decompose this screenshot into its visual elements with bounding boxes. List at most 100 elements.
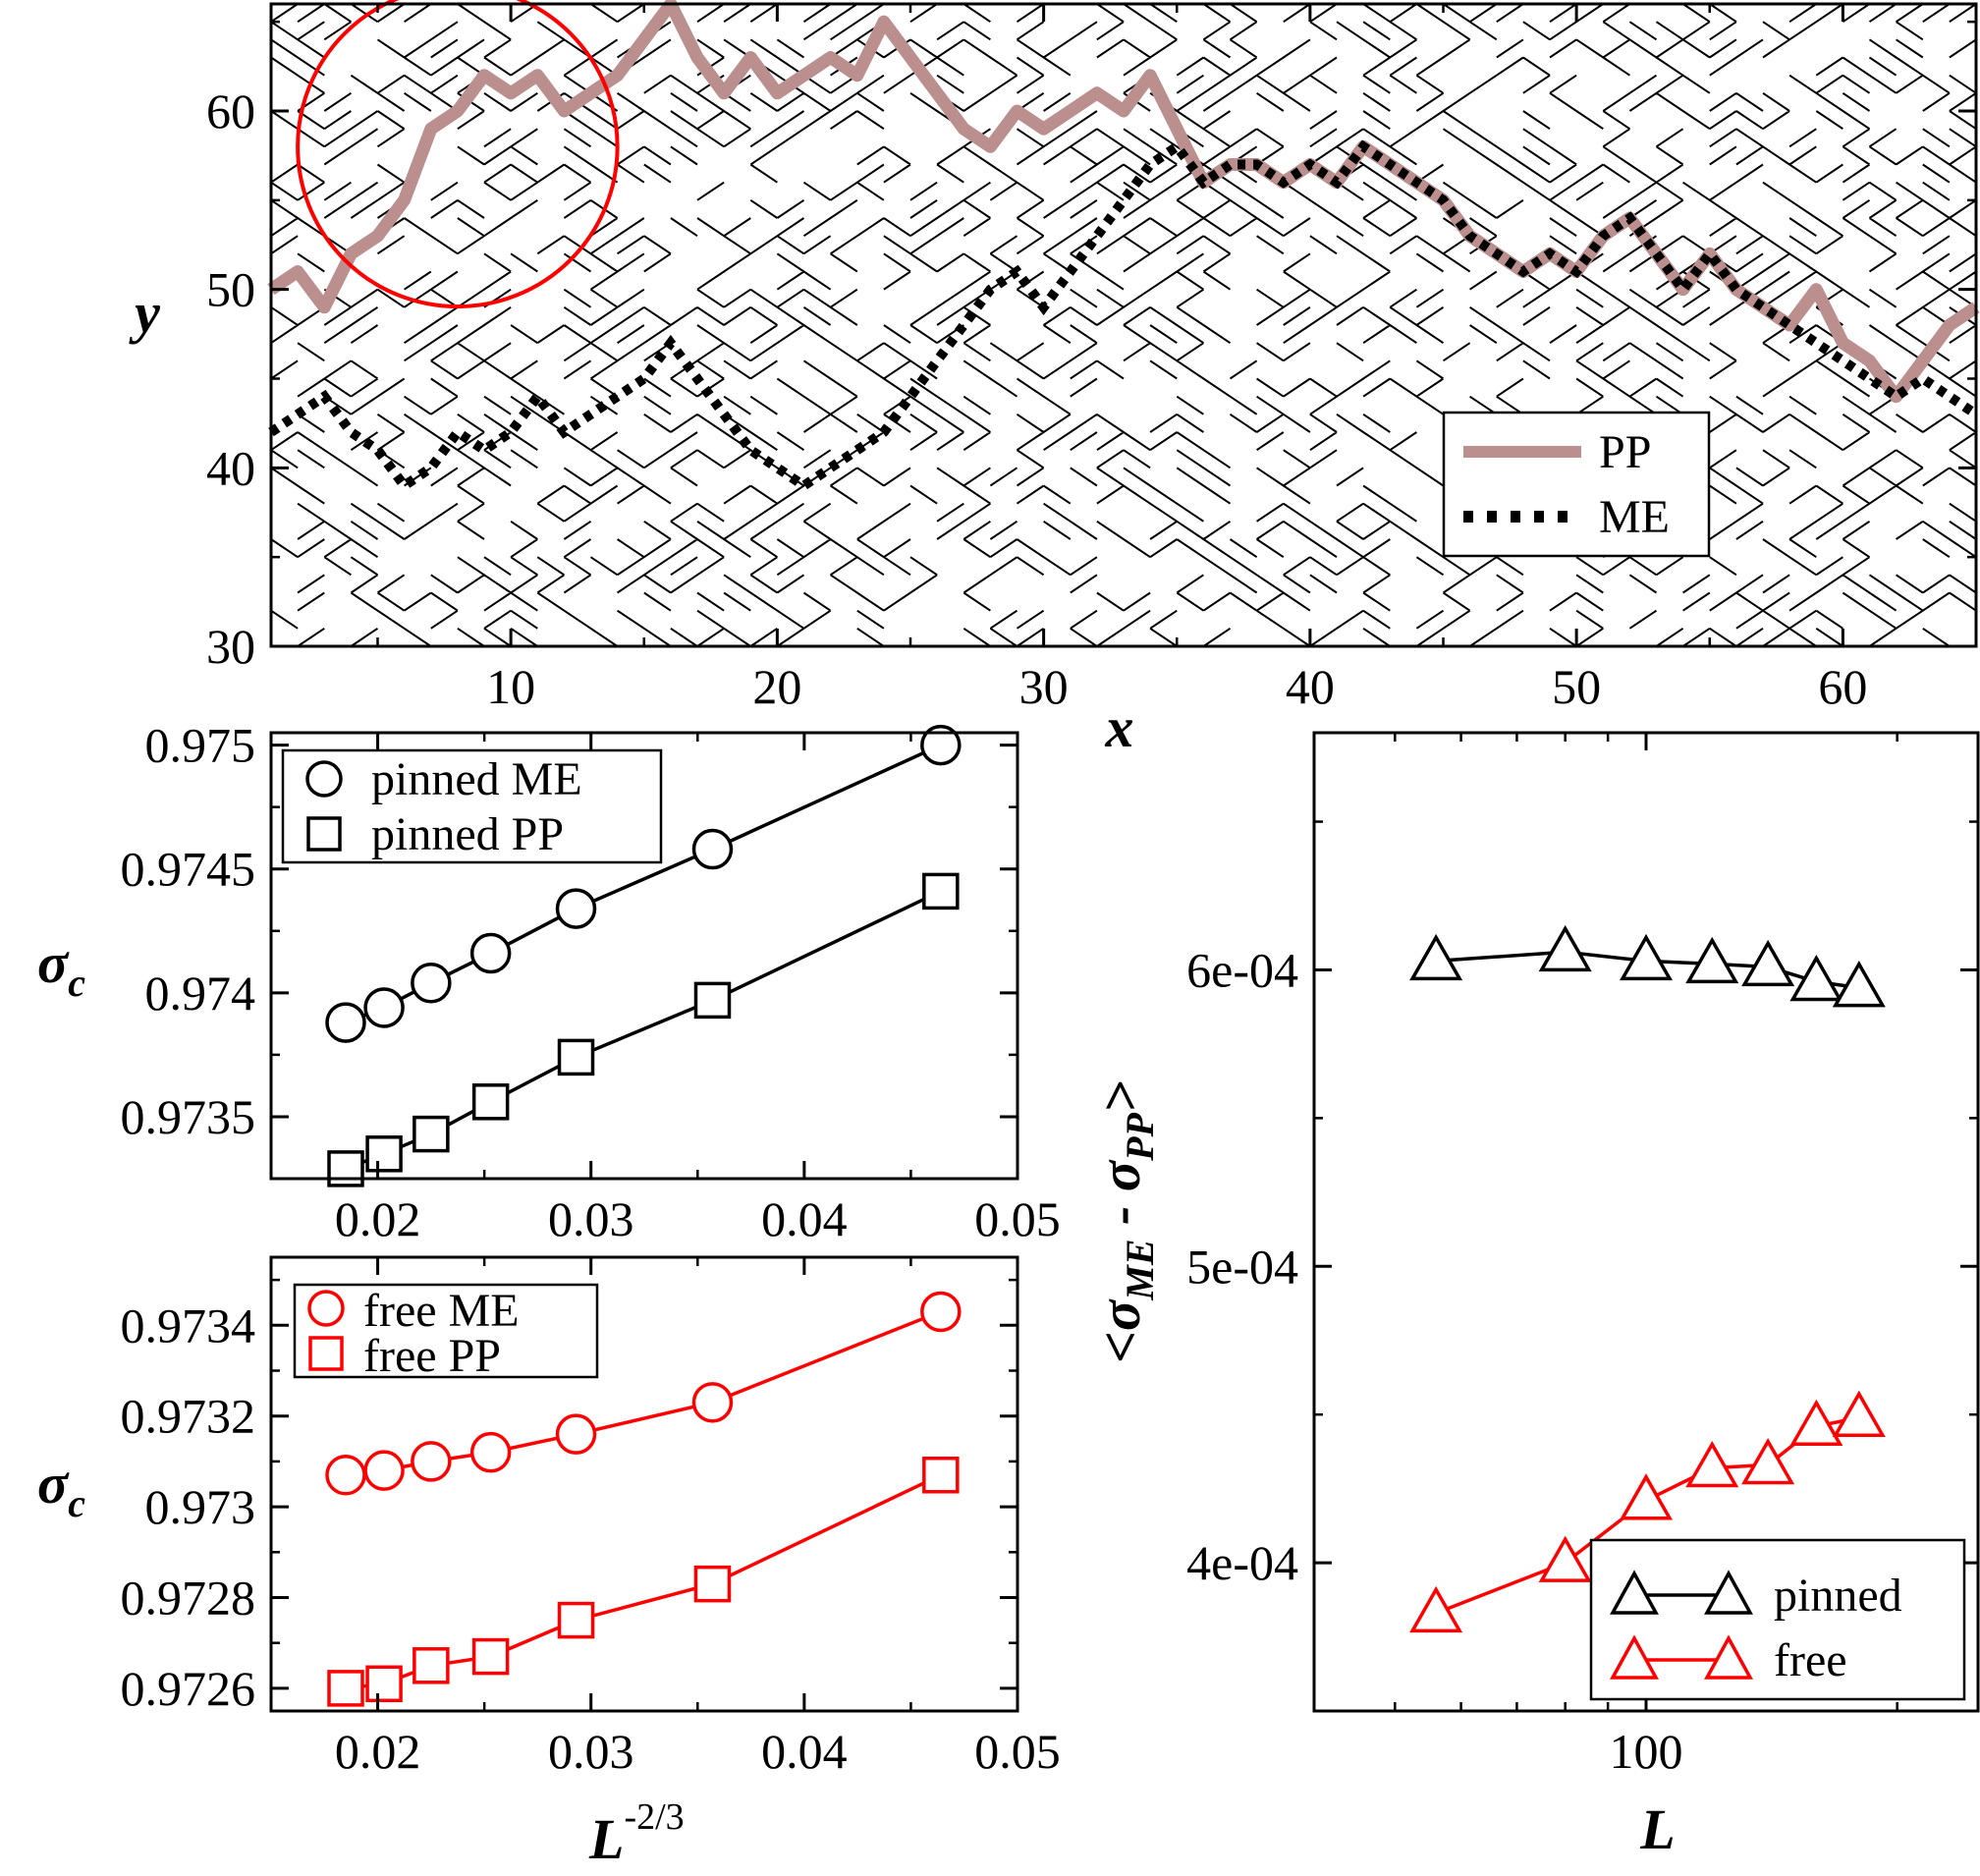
difference-y-axis-open: < — [1088, 1331, 1152, 1363]
data-point-square — [557, 1601, 595, 1639]
data-point-circle — [920, 1291, 962, 1333]
legend-free-pp-marker — [308, 1336, 344, 1371]
me-path-line — [268, 139, 1979, 493]
data-point-square — [471, 1637, 510, 1676]
difference-legend: pinned free — [1589, 1538, 1966, 1701]
pinned-plot-frame — [269, 731, 1019, 1181]
paths-series-layer — [267, 0, 1980, 493]
legend-pinned-triangle-right — [1704, 1570, 1753, 1615]
data-point-circle — [363, 1450, 405, 1491]
data-point-square — [365, 1665, 403, 1703]
data-point-square — [365, 1135, 403, 1173]
data-point-triangle — [1789, 1399, 1843, 1447]
data-point-circle — [555, 888, 597, 929]
pinned-y-axis-symbol: σ — [37, 931, 70, 995]
y-tick-label: 4e-04 — [1186, 1535, 1298, 1590]
x-tick-label: 10 — [486, 659, 535, 714]
paths-y-axis-title: y — [129, 281, 160, 345]
y-tick-label: 50 — [206, 262, 255, 317]
data-point-triangle — [1619, 933, 1674, 981]
x-tick-label: 50 — [1552, 659, 1601, 714]
difference-y-axis-mid: - — [1088, 1191, 1152, 1239]
difference-y-axis-sub2: PP — [1118, 1112, 1162, 1161]
paths-panel: 10 20 30 40 50 60 30 40 50 60 y x PP ME — [129, 0, 1980, 759]
data-point-triangle — [1409, 933, 1463, 981]
legend-pinned-pp-label: pinned PP — [371, 808, 564, 860]
legend-free-label: free — [1774, 1634, 1847, 1686]
data-point-circle — [411, 962, 452, 1004]
data-point-triangle — [1538, 924, 1592, 972]
data-point-circle — [691, 828, 734, 870]
free-y-axis-subscript: c — [68, 1481, 85, 1525]
data-point-circle — [920, 724, 962, 766]
y-tick-label: 6e-04 — [1186, 942, 1298, 997]
paths-legend: PP ME — [1442, 411, 1711, 558]
y-tick-label: 30 — [206, 619, 255, 674]
y-tick-label: 0.9726 — [121, 1661, 256, 1716]
pinned-panel: 0.02 0.03 0.04 0.05 0.9735 0.974 0.9745 0.975 σ… — [37, 718, 1061, 1246]
x-tick-label: 0.03 — [548, 1191, 634, 1246]
data-point-circle — [411, 1441, 452, 1482]
difference-x-axis-title: L — [1639, 1797, 1675, 1861]
x-tick-label: 100 — [1610, 1724, 1683, 1779]
paths-x-axis-title: x — [1105, 695, 1134, 759]
data-point-square — [693, 1565, 732, 1603]
free-tick-layer: 0.02 0.03 0.04 0.05 0.9726 0.9728 0.973 0.9732 0… — [121, 1257, 1061, 1779]
series-free-PP — [327, 1457, 960, 1707]
x-tick-label: 0.05 — [974, 1724, 1061, 1779]
difference-y-axis-sub1: ME — [1118, 1239, 1162, 1300]
legend-pinned-label: pinned — [1774, 1570, 1902, 1622]
paths-legend-box — [1442, 411, 1711, 558]
difference-y-axis-sym2: σ — [1088, 1159, 1152, 1191]
data-point-triangle — [1685, 1440, 1739, 1488]
data-point-circle — [691, 1382, 734, 1423]
data-point-triangle — [1832, 1390, 1886, 1437]
pinned-tick-layer: 0.02 0.03 0.04 0.05 0.9735 0.974 0.9745 0.975 — [121, 718, 1061, 1246]
y-tick-label: 60 — [206, 83, 255, 138]
data-point-triangle — [1741, 1437, 1795, 1485]
x-tick-label: 0.05 — [974, 1191, 1061, 1246]
data-point-square — [922, 1457, 960, 1494]
free-y-axis-symbol: σ — [37, 1452, 70, 1516]
legend-free-triangle-right — [1704, 1634, 1753, 1680]
data-point-square — [471, 1083, 510, 1121]
free-x-axis-title: L-2/3 — [588, 1796, 685, 1871]
legend-free-me-marker — [307, 1290, 345, 1327]
free-legend-box — [293, 1283, 599, 1379]
data-point-triangle — [1619, 1473, 1674, 1520]
legend-free-pp-label: free PP — [363, 1330, 501, 1382]
data-point-triangle — [1538, 1535, 1592, 1582]
data-point-circle — [469, 1431, 512, 1473]
legend-pinned-me-marker — [305, 760, 343, 798]
data-point-triangle — [1741, 939, 1795, 987]
data-point-circle — [469, 932, 512, 974]
y-tick-label: 0.9745 — [121, 842, 256, 897]
data-point-triangle — [1789, 955, 1843, 1002]
free-x-axis-base: L — [588, 1807, 624, 1871]
difference-y-axis-close: > — [1088, 1080, 1152, 1113]
difference-y-axis-sym1: σ — [1088, 1298, 1152, 1331]
free-x-axis-exponent: -2/3 — [624, 1796, 684, 1838]
series-pinned-ME — [325, 724, 962, 1043]
data-point-triangle — [1409, 1585, 1463, 1633]
x-tick-label: 0.03 — [548, 1724, 634, 1779]
data-point-square — [327, 1150, 364, 1187]
x-tick-label: 0.02 — [335, 1191, 421, 1246]
data-point-circle — [325, 1455, 366, 1496]
data-point-triangle — [1685, 936, 1739, 984]
legend-pinned-me-label: pinned ME — [371, 753, 582, 805]
x-tick-label: 30 — [1019, 659, 1069, 714]
legend-pp-label: PP — [1599, 426, 1651, 478]
paths-plot-frame — [269, 2, 1978, 648]
difference-tick-layer: 100 4e-04 5e-04 6e-04 — [1186, 733, 1978, 1779]
series-free-ME — [325, 1291, 962, 1496]
x-tick-label: 60 — [1818, 659, 1867, 714]
y-tick-label: 40 — [206, 440, 255, 495]
legend-pinned-pp-marker — [306, 816, 342, 852]
series-free — [1409, 1390, 1886, 1633]
highlight-circle — [296, 0, 620, 309]
data-point-square — [327, 1670, 364, 1707]
y-tick-label: 0.9728 — [121, 1571, 256, 1626]
